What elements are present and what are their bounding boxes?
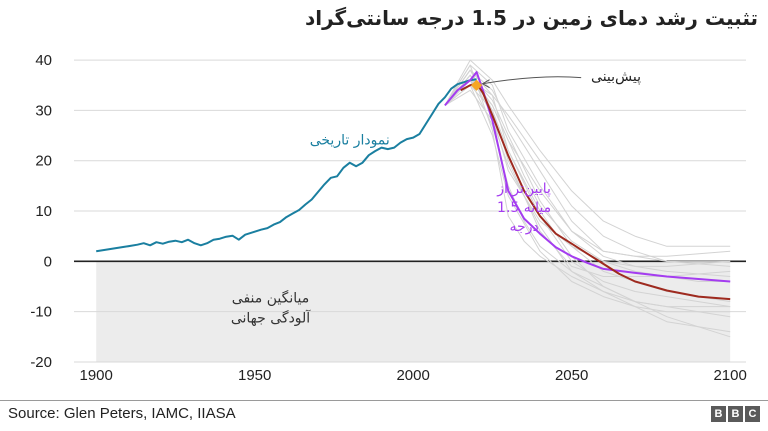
label-negative-line-0: میانگین منفی (232, 290, 309, 307)
x-tick-label-2000: 2000 (396, 367, 429, 384)
y-tick-label-10: 10 (35, 203, 52, 220)
x-tick-label-1950: 1950 (238, 367, 271, 384)
x-tick-label-2050: 2050 (555, 367, 588, 384)
series-lines (96, 71, 731, 301)
x-tick-label-2100: 2100 (713, 367, 746, 384)
scenario-line-11 (444, 64, 731, 267)
scenario-line-5 (444, 84, 731, 313)
label-historical: نمودار تاریخی (310, 133, 390, 149)
scenario-line-7 (444, 69, 731, 277)
footer-divider (0, 400, 768, 401)
series-line-central (460, 82, 731, 301)
scenario-line-14 (444, 69, 731, 308)
bbc-logo: B B C (711, 406, 760, 422)
axis-ticks: -20 -10 0 10 20 30 40 1900 1950 2000 2050 2100 (30, 52, 747, 384)
scenario-line-3 (444, 79, 731, 338)
scenario-line-9 (444, 89, 731, 333)
y-tick-label--20: -20 (30, 354, 52, 371)
y-tick-label-20: 20 (35, 153, 52, 170)
y-tick-label-30: 30 (35, 102, 52, 119)
chart-title: تثبیت رشد دمای زمین در 1.5 درجه سانتی‌گر… (304, 6, 758, 30)
label-below-15-line-2: درجه (510, 219, 539, 235)
forecast-arrow-line (482, 76, 582, 85)
scenario-line-13 (444, 79, 731, 262)
annotations: نمودار تاریخی پیش‌بینی پایین‌تر از میانه 1.… (231, 69, 641, 326)
grid-lines (74, 59, 746, 363)
label-below-15-line-0: پایین‌تر از (496, 181, 551, 197)
logo-letter-b2: B (728, 406, 743, 422)
logo-letter-b1: B (711, 406, 726, 422)
y-tick-label-0: 0 (44, 253, 52, 270)
source-note: Source: Glen Peters, IAMC, IIASA (8, 405, 236, 422)
scenario-line-1 (444, 69, 731, 257)
forecast-arrow-head (481, 79, 490, 89)
y-tick-label--10: -10 (30, 304, 52, 321)
label-forecast: پیش‌بینی (591, 69, 641, 85)
chart-svg: -20 -10 0 10 20 30 40 1900 1950 2000 2050 2100 نمود… (30, 52, 747, 384)
x-tick-label-1900: 1900 (80, 367, 113, 384)
scenario-line-4 (444, 59, 731, 247)
series-line-historical (96, 78, 477, 253)
logo-letter-c: C (745, 406, 760, 422)
label-below-15-line-1: میانه 1.5 (497, 200, 551, 216)
y-tick-label-40: 40 (35, 52, 52, 69)
label-negative-line-1: آلودگی جهانی (231, 310, 311, 327)
series-line-below_15 (444, 71, 731, 283)
